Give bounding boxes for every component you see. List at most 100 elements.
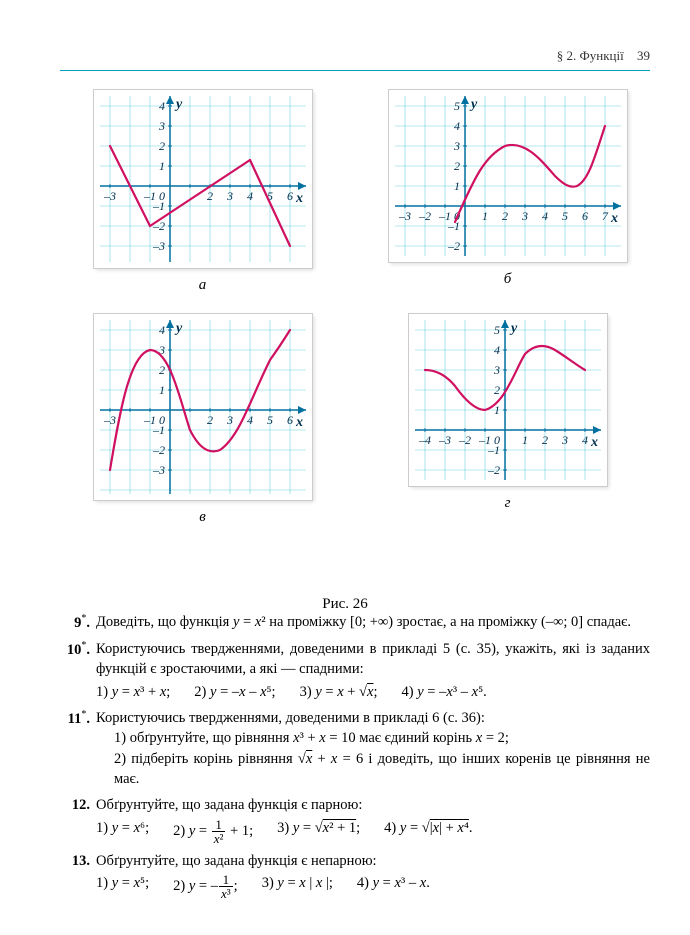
svg-text:–2: –2 [152, 443, 165, 457]
svg-text:3: 3 [561, 433, 568, 447]
svg-text:–3: –3 [438, 433, 451, 447]
opt: 2) y = –1x³; [173, 873, 238, 900]
problem-9: 9*. Доведіть, що функція y = x² на промі… [60, 612, 650, 633]
problem-number: 10*. [60, 639, 96, 702]
page-number: 39 [637, 48, 650, 63]
opt: 4) y = –x³ – x⁵. [401, 682, 486, 702]
svg-text:1: 1 [159, 159, 165, 173]
chart-v-label: в [70, 509, 335, 526]
svg-text:2: 2 [207, 189, 213, 203]
figure-caption: Рис. 26 [0, 596, 690, 613]
svg-text:6: 6 [287, 413, 293, 427]
chart-g: –4–3–2–11234–2–1123450xy [415, 320, 601, 480]
svg-text:y: y [174, 321, 183, 336]
problem-body: Обґрунтуйте, що задана функція є непарно… [96, 851, 650, 900]
svg-text:2: 2 [454, 159, 460, 173]
opt: 2) y = –x – x⁵; [194, 682, 275, 702]
problem-12: 12. Обґрунтуйте, що задана функція є пар… [60, 795, 650, 844]
svg-text:–3: –3 [152, 463, 165, 477]
svg-text:7: 7 [602, 209, 609, 223]
problem-body: Обґрунтуйте, що задана функція є парною:… [96, 795, 650, 844]
problem-text: Обґрунтуйте, що задана функція є непарно… [96, 853, 377, 869]
svg-text:1: 1 [482, 209, 488, 223]
svg-text:3: 3 [226, 189, 233, 203]
svg-text:2: 2 [207, 413, 213, 427]
chart-b-box: –3–2–11234567–1–2123450xy [389, 90, 627, 262]
svg-text:2: 2 [502, 209, 508, 223]
opt: 4) y = x³ – x. [357, 873, 430, 900]
svg-text:1: 1 [522, 433, 528, 447]
charts-grid: –3–123456–3–2–112340xy а –3–2–11234567–1… [70, 90, 640, 526]
svg-text:y: y [509, 321, 518, 336]
problem-text: Обґрунтуйте, що задана функція є парною: [96, 797, 362, 813]
problem-13-opts: 1) y = x⁵; 2) y = –1x³; 3) y = x | x |; … [96, 873, 650, 900]
chart-a-box: –3–123456–3–2–112340xy [94, 90, 312, 268]
svg-text:–3: –3 [152, 239, 165, 253]
chart-b-label: б [375, 271, 640, 288]
svg-text:3: 3 [453, 139, 460, 153]
opt: 1) y = x³ + x; [96, 682, 170, 702]
svg-text:x: x [295, 191, 303, 206]
svg-text:–3: –3 [103, 413, 116, 427]
svg-text:–4: –4 [418, 433, 431, 447]
svg-text:–2: –2 [418, 209, 431, 223]
svg-text:–3: –3 [398, 209, 411, 223]
chart-g-box: –4–3–2–11234–2–1123450xy [409, 314, 607, 486]
svg-text:4: 4 [159, 323, 165, 337]
svg-text:2: 2 [159, 139, 165, 153]
chart-b: –3–2–11234567–1–2123450xy [395, 96, 621, 256]
page-header: § 2. Функції 39 [557, 48, 650, 64]
problem-11: 11*. Користуючись твердженнями, доведени… [60, 708, 650, 789]
chart-g-label: г [375, 495, 640, 512]
svg-text:3: 3 [226, 413, 233, 427]
svg-text:3: 3 [493, 363, 500, 377]
chart-g-wrap: –4–3–2–11234–2–1123450xy г [375, 314, 640, 526]
sub2: 2) підберіть корінь рівняння √x + x = 6 … [96, 749, 650, 790]
svg-text:1: 1 [159, 383, 165, 397]
svg-text:–2: –2 [458, 433, 471, 447]
svg-text:4: 4 [542, 209, 548, 223]
svg-text:5: 5 [267, 413, 273, 427]
svg-text:2: 2 [494, 383, 500, 397]
svg-text:–2: –2 [447, 239, 460, 253]
problem-10-opts: 1) y = x³ + x; 2) y = –x – x⁵; 3) y = x … [96, 682, 650, 702]
problem-number: 12. [60, 795, 96, 844]
svg-text:x: x [590, 435, 598, 450]
svg-text:x: x [610, 211, 618, 226]
svg-text:0: 0 [159, 413, 165, 427]
svg-text:4: 4 [247, 189, 253, 203]
problem-body: Користуючись твердженнями, доведеними в … [96, 708, 650, 789]
svg-text:–2: –2 [487, 463, 500, 477]
svg-text:2: 2 [159, 363, 165, 377]
problem-12-opts: 1) y = x⁶; 2) y = 1x² + 1; 3) y = √x² + … [96, 818, 650, 845]
svg-text:y: y [469, 97, 478, 112]
svg-text:5: 5 [562, 209, 568, 223]
svg-text:–3: –3 [103, 189, 116, 203]
section-label: § 2. Функції [557, 48, 624, 63]
svg-text:5: 5 [494, 323, 500, 337]
opt: 3) y = x + √x; [300, 682, 378, 702]
chart-a-label: а [70, 277, 335, 294]
svg-text:y: y [174, 97, 183, 112]
svg-text:2: 2 [542, 433, 548, 447]
chart-v-wrap: –3–123456–3–2–112340xy в [70, 314, 335, 526]
problem-number: 9*. [60, 612, 96, 633]
svg-text:6: 6 [582, 209, 588, 223]
svg-text:6: 6 [287, 189, 293, 203]
chart-a-wrap: –3–123456–3–2–112340xy а [70, 90, 335, 294]
chart-v-box: –3–123456–3–2–112340xy [94, 314, 312, 500]
problem-text: Користуючись твердженнями, доведеними в … [96, 710, 485, 726]
opt: 2) y = 1x² + 1; [173, 818, 253, 845]
problem-10: 10*. Користуючись твердженнями, доведени… [60, 639, 650, 702]
problem-number: 11*. [60, 708, 96, 789]
header-rule [60, 70, 650, 71]
problem-body: Доведіть, що функція y = x² на проміжку … [96, 612, 650, 633]
page: § 2. Функції 39 –3–123456–3–2–112340xy а… [0, 0, 690, 935]
svg-text:4: 4 [247, 413, 253, 427]
opt: 4) y = √|x| + x⁴. [384, 818, 472, 845]
problem-13: 13. Обґрунтуйте, що задана функція є неп… [60, 851, 650, 900]
svg-text:4: 4 [582, 433, 588, 447]
problems: 9*. Доведіть, що функція y = x² на промі… [60, 612, 650, 906]
svg-text:0: 0 [494, 433, 500, 447]
opt: 1) y = x⁵; [96, 873, 149, 900]
